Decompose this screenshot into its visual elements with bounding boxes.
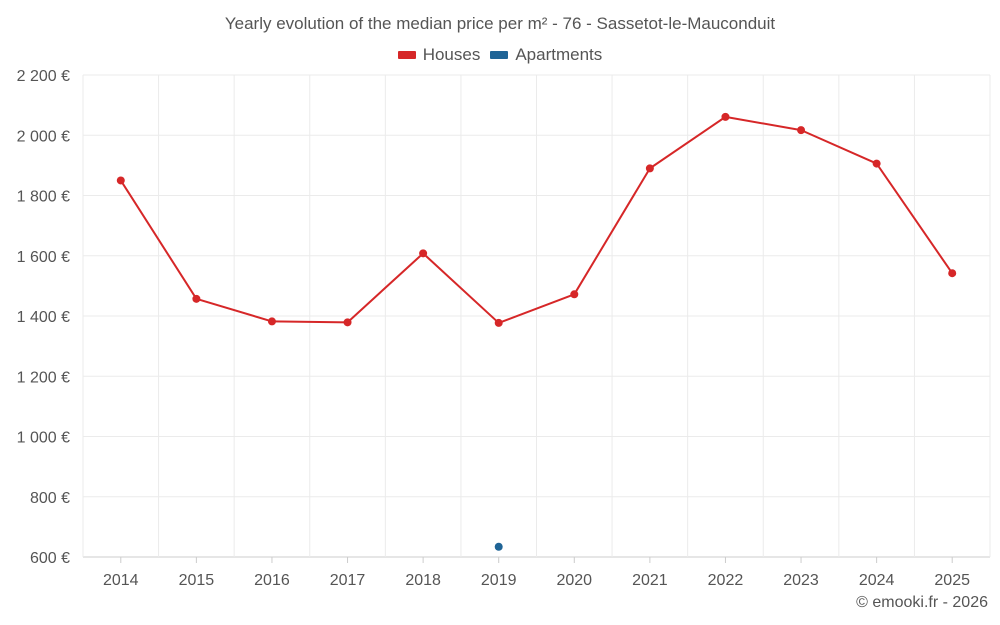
y-tick-label: 600 € (30, 550, 70, 567)
legend-label-apartments: Apartments (515, 45, 603, 64)
x-tick-label: 2025 (934, 572, 970, 589)
data-point-houses-2016 (267, 317, 276, 326)
y-tick-label: 2 200 € (17, 68, 70, 85)
data-point-houses-2023 (797, 126, 806, 135)
series-line-houses (119, 115, 954, 324)
x-tick-label: 2024 (859, 572, 895, 589)
y-tick-label: 2 000 € (17, 128, 70, 145)
y-tick-label: 1 400 € (17, 309, 70, 326)
data-point-houses-2025 (948, 269, 957, 278)
y-tick-label: 800 € (30, 490, 70, 507)
y-tick-label: 1 000 € (17, 430, 70, 447)
x-tick-label: 2022 (708, 572, 744, 589)
x-tick-label: 2019 (481, 572, 517, 589)
legend-item-apartments[interactable]: Apartments (490, 45, 602, 65)
y-tick-label: 1 200 € (17, 369, 70, 386)
data-point-houses-2024 (872, 159, 881, 168)
x-tick-label: 2015 (179, 572, 215, 589)
x-tick-label: 2014 (103, 572, 139, 589)
x-tick-label: 2016 (254, 572, 290, 589)
legend-swatch-houses (397, 51, 416, 59)
data-point-apartments-2019 (494, 542, 503, 551)
x-tick-label: 2017 (330, 572, 366, 589)
x-tick-label: 2018 (405, 572, 441, 589)
legend: Houses Apartments (0, 45, 1000, 65)
credit-text: © emooki.fr - 2026 (856, 594, 988, 611)
legend-label-houses: Houses (422, 45, 481, 64)
y-tick-label: 1 800 € (17, 189, 70, 206)
data-point-houses-2022 (721, 112, 730, 121)
x-tick-label: 2020 (556, 572, 592, 589)
data-point-houses-2021 (645, 164, 654, 173)
chart-title: Yearly evolution of the median price per… (224, 14, 776, 33)
data-point-houses-2014 (116, 176, 125, 185)
x-tick-label: 2021 (632, 572, 668, 589)
legend-item-houses[interactable]: Houses (397, 45, 481, 65)
data-point-houses-2020 (570, 290, 579, 299)
y-tick-label: 1 600 € (17, 249, 70, 266)
x-tick-label: 2023 (783, 572, 819, 589)
data-point-houses-2019 (494, 318, 503, 327)
legend-swatch-apartments (490, 51, 509, 59)
data-point-houses-2018 (419, 249, 428, 258)
data-point-houses-2015 (192, 294, 201, 303)
data-point-houses-2017 (343, 318, 352, 327)
